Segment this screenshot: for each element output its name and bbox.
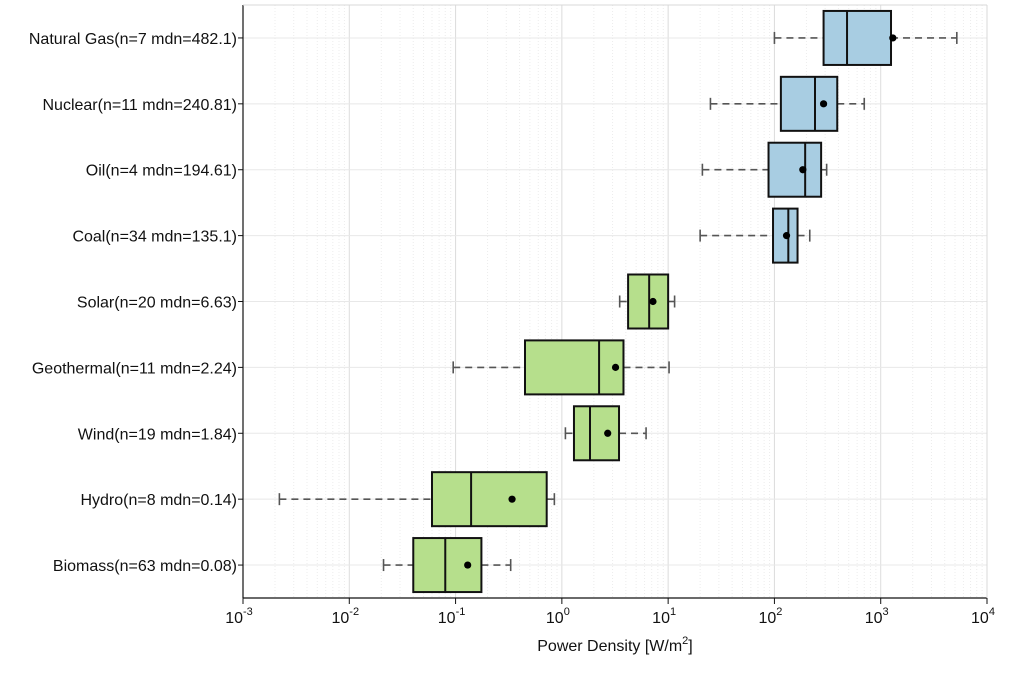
x-tick-label-exp: 1 bbox=[670, 606, 676, 618]
category-label: Biomass(n=63 mdn=0.08) bbox=[53, 558, 237, 575]
mean-marker bbox=[819, 100, 828, 108]
category-label: Wind(n=19 mdn=1.84) bbox=[78, 426, 237, 443]
category-label: Natural Gas(n=7 mdn=482.1) bbox=[29, 31, 237, 48]
category-label: Hydro(n=8 mdn=0.14) bbox=[80, 492, 237, 509]
x-tick-label-exp: -1 bbox=[456, 606, 466, 618]
mean-marker bbox=[611, 363, 620, 371]
x-tick-label-exp: 3 bbox=[883, 606, 889, 618]
x-tick-label-base: 10 bbox=[331, 610, 349, 627]
x-tick-label: 10-3 bbox=[225, 606, 253, 627]
mean-marker bbox=[649, 297, 657, 306]
category-label: Nuclear(n=11 mdn=240.81) bbox=[43, 97, 238, 114]
x-tick-label-base: 10 bbox=[546, 610, 564, 627]
category-label: Solar(n=20 mdn=6.63) bbox=[77, 295, 237, 312]
box-group bbox=[773, 9, 958, 66]
grid bbox=[242, 5, 988, 598]
x-tick-label-base: 10 bbox=[652, 610, 670, 627]
x-tick-label: 101 bbox=[652, 606, 676, 627]
mean-marker bbox=[604, 429, 612, 437]
box-group bbox=[278, 471, 556, 528]
box-group bbox=[382, 537, 512, 594]
mean-marker bbox=[889, 34, 897, 42]
x-tick-label-base: 10 bbox=[438, 610, 456, 627]
box-group bbox=[564, 405, 647, 462]
category-labels: Natural Gas(n=7 mdn=482.1) Nuclear(n=11 m… bbox=[29, 31, 237, 575]
x-axis-title-main: Power Density [W/m bbox=[537, 638, 682, 655]
category-label: Geothermal(n=11 mdn=2.24) bbox=[32, 360, 237, 377]
x-tick-label: 103 bbox=[865, 606, 889, 627]
box-group bbox=[709, 75, 866, 132]
iqr-box bbox=[779, 75, 839, 132]
x-tick-label-exp: -2 bbox=[349, 606, 359, 618]
category-label: Oil(n=4 mdn=194.61) bbox=[86, 163, 237, 180]
x-tick-label: 100 bbox=[546, 606, 570, 627]
iqr-box bbox=[627, 273, 670, 330]
mean-marker bbox=[464, 561, 472, 569]
iqr-box bbox=[523, 339, 625, 396]
box-group bbox=[618, 273, 676, 330]
mean-marker bbox=[799, 166, 807, 174]
mean-marker bbox=[782, 232, 791, 240]
iqr-box bbox=[822, 9, 893, 66]
iqr-box bbox=[572, 405, 621, 462]
x-tick-label-exp: -3 bbox=[243, 606, 253, 618]
x-tick-label: 102 bbox=[758, 606, 782, 627]
x-tick-label-exp: 2 bbox=[776, 606, 782, 618]
x-tick-label-base: 10 bbox=[225, 610, 243, 627]
iqr-box bbox=[767, 141, 823, 198]
axes: 10-3 10-2 10-1 100 101 102 103 104 bbox=[225, 4, 995, 627]
x-axis-title: Power Density [W/m2] bbox=[537, 635, 693, 655]
x-tick-label: 10-1 bbox=[438, 606, 466, 627]
mean-marker bbox=[508, 495, 516, 503]
x-tick-label-base: 10 bbox=[971, 610, 989, 627]
category-label: Coal(n=34 mdn=135.1) bbox=[72, 229, 237, 246]
x-tick-label-exp: 4 bbox=[989, 606, 995, 618]
x-tick-label-base: 10 bbox=[865, 610, 883, 627]
x-axis-title-sup: 2 bbox=[682, 635, 688, 647]
x-tick-label-exp: 0 bbox=[564, 606, 570, 618]
box-group bbox=[452, 339, 670, 396]
iqr-box bbox=[430, 471, 548, 528]
x-axis-title-end: ] bbox=[688, 638, 692, 655]
box-group bbox=[699, 207, 811, 264]
x-tick-label: 104 bbox=[971, 606, 995, 627]
x-tick-label: 10-2 bbox=[331, 606, 359, 627]
box-group bbox=[701, 141, 828, 198]
x-tick-label-base: 10 bbox=[758, 610, 776, 627]
boxes bbox=[278, 9, 958, 594]
